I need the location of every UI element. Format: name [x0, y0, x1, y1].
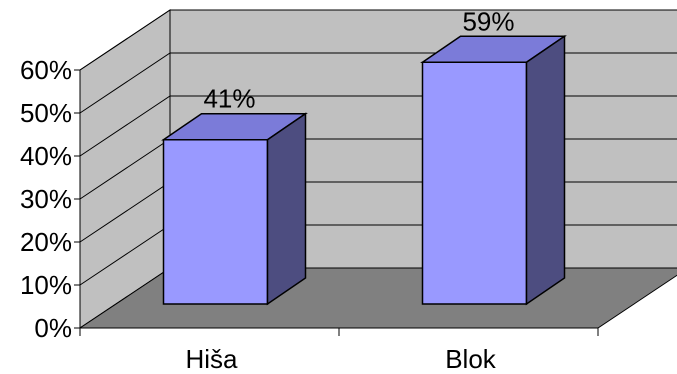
y-tick-label: 50% — [20, 98, 72, 128]
bar-front — [421, 61, 528, 305]
bar-side — [266, 112, 307, 306]
y-tick-label: 0% — [34, 313, 72, 343]
y-tick-label: 40% — [20, 141, 72, 171]
y-tick-label: 20% — [20, 227, 72, 257]
data-label: 41% — [203, 84, 255, 114]
x-axis-categories: Hiša Blok — [79, 327, 599, 374]
y-tick-label: 10% — [20, 270, 72, 300]
category-label: Hiša — [185, 344, 238, 374]
bar-side — [525, 34, 566, 306]
data-labels: 41% 59% — [203, 6, 514, 113]
data-label: 59% — [462, 6, 514, 36]
y-axis-ticks: 0% 10% 20% 30% 40% 50% 60% — [20, 55, 81, 343]
y-tick-label: 30% — [20, 184, 72, 214]
category-label: Blok — [445, 344, 497, 374]
bar-front — [162, 138, 269, 305]
gridline — [79, 9, 677, 71]
bars — [161, 34, 567, 306]
y-tick-label: 60% — [20, 55, 72, 85]
